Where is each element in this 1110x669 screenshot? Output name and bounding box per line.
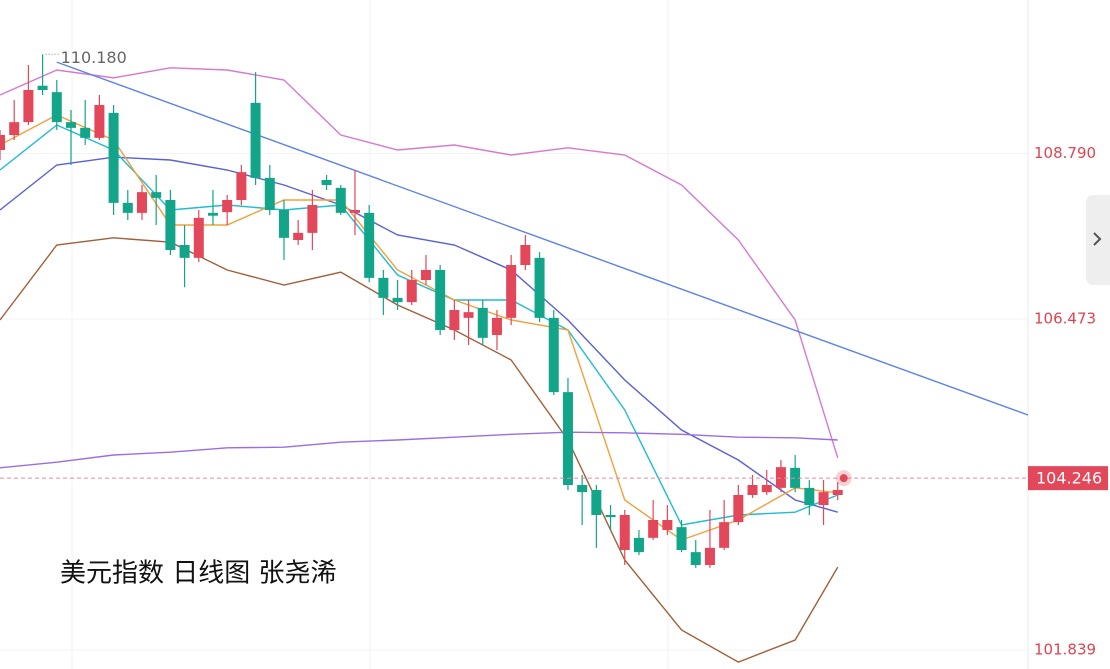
candle-body [293, 232, 304, 240]
candle-body [278, 210, 289, 238]
candle-body [193, 217, 204, 258]
candle-body [349, 210, 360, 213]
candle-body [605, 515, 616, 518]
candle-body [378, 277, 389, 298]
candle-body [562, 392, 573, 485]
candle-body [662, 520, 673, 530]
candle-body [108, 112, 119, 203]
candle-body [435, 270, 446, 330]
price-dot [839, 474, 848, 483]
candle-body [37, 85, 48, 90]
candle-body [804, 487, 815, 505]
candle-body [122, 202, 133, 213]
chevron-icon[interactable] [1093, 232, 1102, 246]
candle-body [23, 90, 34, 123]
candle-body [236, 172, 247, 200]
candle-body [321, 180, 332, 185]
candle-body [222, 200, 233, 213]
plot: 110.180 [0, 48, 1029, 663]
candle-body [747, 485, 758, 495]
candle-body [577, 485, 588, 493]
price-tag [1028, 466, 1108, 491]
candle-body [207, 212, 218, 216]
candle-body [9, 122, 20, 135]
candle-body [80, 127, 91, 138]
candle-body [733, 495, 744, 523]
candle-body [619, 515, 630, 550]
candle-body [335, 187, 346, 213]
candle-body [364, 212, 375, 278]
candle-body [392, 297, 403, 303]
y-tick-label: 106.473 [1034, 310, 1096, 328]
candle-body [548, 317, 559, 393]
candle-body [719, 522, 730, 548]
candle-body [463, 312, 474, 318]
y-tick-label: 101.839 [1034, 641, 1096, 659]
candle-body [420, 270, 431, 280]
candle-body [818, 492, 829, 505]
candle-body [775, 467, 786, 488]
candle-body [790, 467, 801, 488]
candle-body [648, 520, 659, 538]
candle-body [406, 280, 417, 303]
candle-body [179, 245, 190, 258]
y-tick-label: 108.790 [1034, 144, 1096, 162]
candle-body [307, 205, 318, 233]
candle-body [506, 265, 517, 318]
candle-body [591, 490, 602, 515]
candle-body [250, 102, 261, 178]
max-label: 110.180 [61, 48, 127, 67]
price-tag-label: 104.246 [1036, 469, 1102, 488]
candle-body [534, 257, 545, 318]
candle-body [633, 537, 644, 553]
candle-body [690, 552, 701, 565]
candle-body [264, 177, 275, 210]
candle-body [165, 200, 176, 250]
indicator-line [0, 237, 839, 663]
candle-body [477, 307, 488, 338]
candle-body [704, 547, 715, 565]
candle-body [491, 317, 502, 335]
indicator-line [56, 61, 1029, 416]
candle-body [676, 527, 687, 550]
candle-body [449, 310, 460, 330]
candle-body [151, 192, 162, 198]
indicator-line [0, 431, 838, 469]
indicator-line [0, 156, 838, 513]
candle-body [51, 92, 62, 123]
indicator-line [0, 67, 839, 459]
candle-body [65, 122, 76, 128]
candle-body [520, 245, 531, 265]
expand-button[interactable] [1086, 195, 1110, 285]
chart-title: 美元指数 日线图 张尧浠 [60, 559, 337, 589]
candle-body [0, 135, 5, 150]
candle-body [832, 490, 843, 495]
candle-body [94, 105, 105, 138]
candle-body [136, 192, 147, 213]
candle-body [761, 485, 772, 493]
